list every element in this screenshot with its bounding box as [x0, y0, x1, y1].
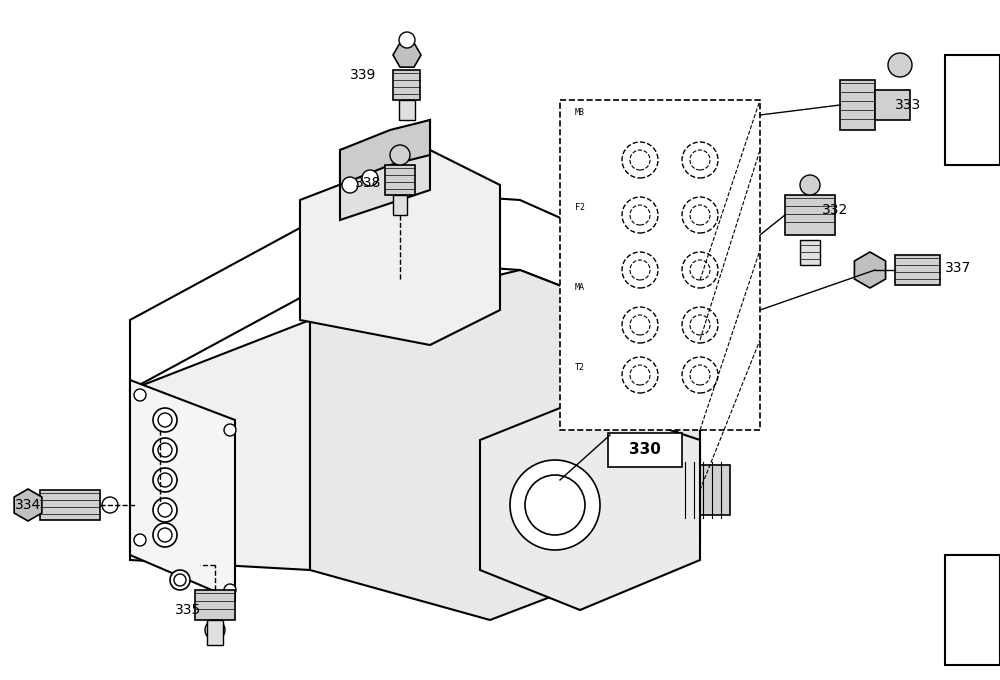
Polygon shape	[300, 150, 500, 345]
Circle shape	[888, 53, 912, 77]
Polygon shape	[854, 252, 886, 288]
Polygon shape	[130, 320, 310, 570]
Circle shape	[158, 413, 172, 427]
Circle shape	[392, 164, 408, 180]
Circle shape	[682, 197, 718, 233]
Polygon shape	[480, 400, 700, 610]
Polygon shape	[840, 80, 875, 130]
Circle shape	[205, 620, 225, 640]
Text: F2: F2	[575, 203, 585, 212]
Text: 337: 337	[945, 261, 971, 275]
Text: MA: MA	[575, 283, 585, 292]
Circle shape	[630, 205, 650, 225]
Polygon shape	[195, 590, 235, 620]
Circle shape	[690, 260, 710, 280]
Polygon shape	[340, 120, 430, 220]
Circle shape	[134, 389, 146, 401]
Text: 335: 335	[175, 603, 201, 617]
Text: T2: T2	[575, 363, 585, 372]
Circle shape	[622, 197, 658, 233]
Circle shape	[153, 408, 177, 432]
Circle shape	[153, 498, 177, 522]
Polygon shape	[340, 120, 430, 185]
Polygon shape	[393, 43, 421, 67]
Polygon shape	[393, 195, 407, 215]
Circle shape	[630, 365, 650, 385]
Circle shape	[690, 315, 710, 335]
Polygon shape	[895, 255, 940, 285]
Circle shape	[158, 503, 172, 517]
Circle shape	[580, 450, 660, 530]
Polygon shape	[560, 100, 760, 430]
Circle shape	[682, 307, 718, 343]
Circle shape	[690, 365, 710, 385]
Circle shape	[682, 357, 718, 393]
Circle shape	[690, 205, 710, 225]
Circle shape	[153, 468, 177, 492]
Circle shape	[690, 150, 710, 170]
Circle shape	[153, 523, 177, 547]
Circle shape	[600, 470, 640, 510]
Text: 339: 339	[350, 68, 376, 82]
Text: 330: 330	[629, 443, 661, 458]
Text: 338: 338	[355, 176, 381, 190]
Polygon shape	[875, 90, 910, 120]
Circle shape	[682, 142, 718, 178]
Polygon shape	[130, 190, 700, 390]
Circle shape	[224, 584, 236, 596]
Circle shape	[525, 475, 585, 535]
Polygon shape	[785, 195, 835, 235]
Text: 333: 333	[895, 98, 921, 112]
Circle shape	[224, 424, 236, 436]
Circle shape	[158, 443, 172, 457]
Text: MB: MB	[575, 108, 585, 117]
Circle shape	[102, 497, 118, 513]
Polygon shape	[14, 489, 42, 521]
Polygon shape	[130, 380, 235, 600]
Polygon shape	[393, 70, 420, 100]
Circle shape	[622, 307, 658, 343]
Circle shape	[682, 252, 718, 288]
Text: 332: 332	[822, 203, 848, 217]
Circle shape	[158, 528, 172, 542]
Polygon shape	[310, 270, 700, 620]
Circle shape	[800, 175, 820, 195]
FancyBboxPatch shape	[608, 433, 682, 467]
Circle shape	[134, 534, 146, 546]
Polygon shape	[399, 100, 415, 120]
Circle shape	[158, 473, 172, 487]
Circle shape	[560, 430, 680, 550]
Polygon shape	[385, 165, 415, 195]
Bar	[945, 555, 1000, 665]
Circle shape	[342, 177, 358, 193]
Polygon shape	[40, 490, 100, 520]
Polygon shape	[207, 620, 223, 645]
Polygon shape	[680, 465, 730, 515]
Circle shape	[622, 142, 658, 178]
Circle shape	[390, 145, 410, 165]
Circle shape	[153, 438, 177, 462]
Text: 334: 334	[15, 498, 41, 512]
Circle shape	[510, 460, 600, 550]
Ellipse shape	[545, 400, 695, 580]
Circle shape	[170, 570, 190, 590]
Circle shape	[622, 252, 658, 288]
Circle shape	[630, 315, 650, 335]
Bar	[945, 55, 1000, 165]
Circle shape	[399, 32, 415, 48]
Circle shape	[630, 260, 650, 280]
Circle shape	[362, 170, 378, 186]
Circle shape	[622, 357, 658, 393]
Polygon shape	[800, 240, 820, 265]
Circle shape	[174, 574, 186, 586]
Circle shape	[630, 150, 650, 170]
